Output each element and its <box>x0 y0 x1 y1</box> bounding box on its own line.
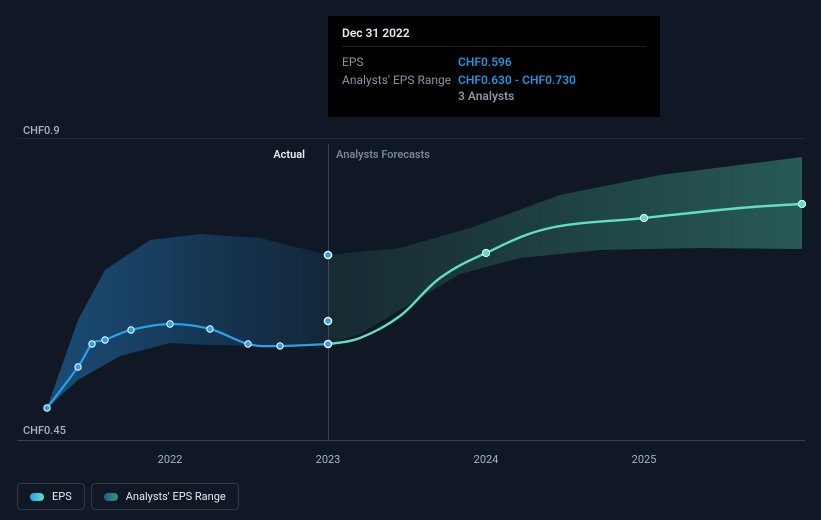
tooltip-row-eps: EPS CHF0.596 <box>342 53 646 71</box>
tooltip-value: CHF0.596 <box>458 53 512 71</box>
x-axis-label: 2023 <box>316 453 341 466</box>
legend-label: Analysts' EPS Range <box>126 490 226 503</box>
tooltip-key: Analysts' EPS Range <box>342 71 458 89</box>
x-axis-label: 2022 <box>158 453 183 466</box>
x-axis-label: 2025 <box>632 453 657 466</box>
chart-legend: EPS Analysts' EPS Range <box>17 483 239 510</box>
legend-swatch <box>104 493 118 501</box>
data-point-tooltip: Dec 31 2022 EPS CHF0.596 Analysts' EPS R… <box>328 16 660 117</box>
tooltip-row-range: Analysts' EPS Range CHF0.630 - CHF0.730 <box>342 71 646 89</box>
tooltip-divider <box>342 46 646 47</box>
tooltip-analyst-count: 3 Analysts <box>458 89 646 103</box>
x-axis-label: 2024 <box>474 453 499 466</box>
legend-item-eps[interactable]: EPS <box>17 483 85 510</box>
tooltip-value: CHF0.630 - CHF0.730 <box>458 71 576 89</box>
legend-swatch <box>30 493 44 501</box>
legend-label: EPS <box>52 490 72 503</box>
tooltip-key: EPS <box>342 53 458 71</box>
legend-item-range[interactable]: Analysts' EPS Range <box>91 483 239 510</box>
tooltip-date: Dec 31 2022 <box>342 26 646 46</box>
